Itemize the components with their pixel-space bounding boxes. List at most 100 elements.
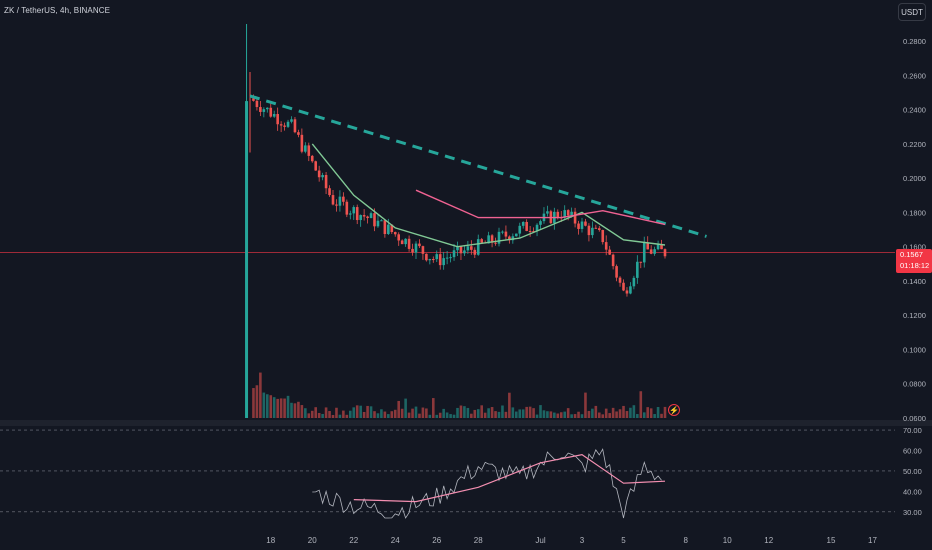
volume-bar	[660, 413, 663, 418]
volume-bar	[335, 407, 338, 418]
time-tick-label: 22	[349, 536, 358, 545]
volume-bar	[331, 414, 335, 418]
rsi-tick-label: 50.00	[903, 467, 922, 476]
candle-body	[279, 124, 283, 126]
volume-bar	[511, 407, 515, 418]
candle-body	[387, 224, 390, 235]
volume-bar	[283, 398, 286, 418]
currency-button[interactable]: USDT	[898, 3, 926, 21]
candle-body	[431, 259, 435, 261]
candle-body	[487, 235, 490, 244]
candle-body	[473, 249, 477, 255]
candle-body	[348, 213, 352, 215]
candle-body	[456, 245, 459, 251]
candle-body	[497, 231, 501, 244]
candle-body	[632, 277, 636, 287]
volume-bar	[566, 408, 570, 418]
last-price: 0.1567	[900, 250, 923, 259]
time-tick-label: 18	[266, 536, 275, 545]
candle-body	[584, 221, 587, 226]
candle-body	[504, 231, 508, 237]
volume-bar	[442, 408, 445, 418]
candle-body	[359, 215, 362, 221]
time-tick-label: 8	[684, 536, 689, 545]
volume-bar	[449, 414, 452, 418]
candle-body	[435, 254, 439, 260]
volume-bar	[286, 395, 290, 418]
volume-bar	[483, 412, 487, 418]
volume-bar	[324, 407, 328, 418]
volume-bar	[369, 406, 373, 418]
candle-body	[466, 246, 470, 251]
slow-moving-average	[415, 189, 666, 226]
volume-bar	[556, 413, 560, 418]
time-tick-label: 20	[308, 536, 317, 545]
volume-bar	[279, 398, 283, 418]
volume-bar	[255, 385, 259, 418]
indicator-lines	[249, 94, 707, 519]
volume-bar	[276, 398, 279, 418]
volume-bar	[265, 394, 269, 418]
volume-bar	[476, 409, 480, 418]
candle-body	[476, 239, 480, 255]
lightning-bolt-icon[interactable]: ⚡	[668, 404, 680, 416]
volume-bar	[317, 412, 321, 418]
volume-bar	[252, 388, 255, 418]
candle-body	[342, 196, 345, 202]
candle-body	[283, 125, 286, 127]
volume-bar	[639, 391, 643, 418]
volume-bar	[404, 398, 407, 418]
candle-body	[383, 220, 387, 235]
rsi-moving-average	[353, 453, 666, 503]
candle-body	[597, 228, 601, 231]
candle-body	[490, 235, 494, 243]
volume-bar	[487, 408, 490, 418]
candle-body	[573, 211, 577, 224]
price-tick-label: 0.1800	[903, 208, 926, 217]
volume-bar	[342, 410, 345, 418]
volume-bar	[304, 408, 307, 418]
time-tick-label: 24	[391, 536, 400, 545]
candle-body	[380, 220, 383, 222]
volume-bar	[418, 413, 421, 418]
candle-body	[418, 243, 421, 247]
candle-body	[642, 242, 646, 263]
price-tick-label: 0.2400	[903, 106, 926, 115]
candle-body	[629, 286, 632, 294]
candle-body	[577, 223, 580, 229]
volume-bar	[321, 413, 324, 418]
candle-body	[265, 107, 269, 110]
volume-bar	[521, 409, 525, 418]
volume-bar	[604, 408, 608, 418]
volume-bar	[553, 412, 556, 418]
candle-body	[615, 266, 618, 278]
candle-body	[310, 155, 314, 162]
candle-body	[546, 211, 549, 214]
volume-bar	[393, 409, 397, 418]
candle-body	[366, 216, 369, 219]
candle-body	[376, 220, 380, 227]
price-tick-label: 0.1400	[903, 277, 926, 286]
volume-bar	[411, 408, 414, 418]
candle-body	[262, 109, 266, 112]
volume-bar	[293, 403, 297, 418]
volume-bar	[431, 398, 435, 418]
candle-body	[639, 261, 643, 263]
candle-body	[459, 245, 463, 254]
volume-bar	[601, 414, 605, 418]
volume-bar	[380, 409, 383, 418]
candle-body	[608, 249, 611, 255]
candle-body	[604, 242, 608, 250]
rsi-tick-label: 30.00	[903, 508, 922, 517]
price-tick-label: 0.2000	[903, 174, 926, 183]
time-tick-label: 3	[580, 536, 585, 545]
volume-bar	[452, 414, 456, 418]
volume-bar	[300, 405, 304, 418]
price-tick-label: 0.2600	[903, 71, 926, 80]
volume-bar	[359, 405, 362, 418]
volume-bar	[328, 411, 331, 418]
volume-bar	[622, 405, 625, 418]
time-tick-label: 17	[868, 536, 877, 545]
volume-bar	[653, 414, 656, 418]
